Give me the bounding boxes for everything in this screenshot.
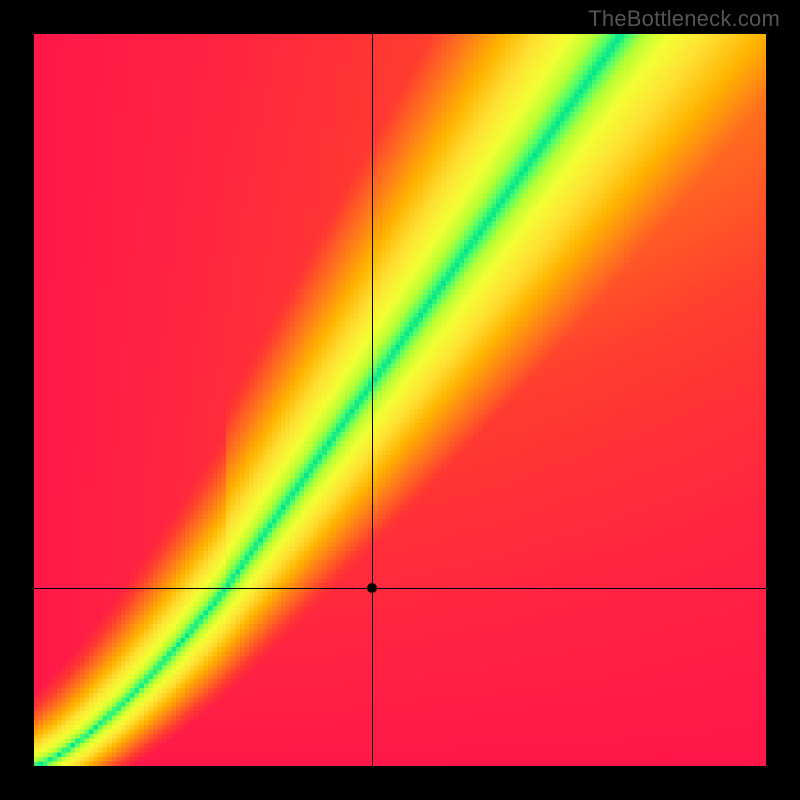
crosshair-horizontal <box>34 588 766 589</box>
heatmap-canvas <box>34 34 766 766</box>
crosshair-marker <box>367 583 377 593</box>
watermark-text: TheBottleneck.com <box>588 6 780 32</box>
heatmap-plot <box>34 34 766 766</box>
crosshair-vertical <box>372 34 373 766</box>
